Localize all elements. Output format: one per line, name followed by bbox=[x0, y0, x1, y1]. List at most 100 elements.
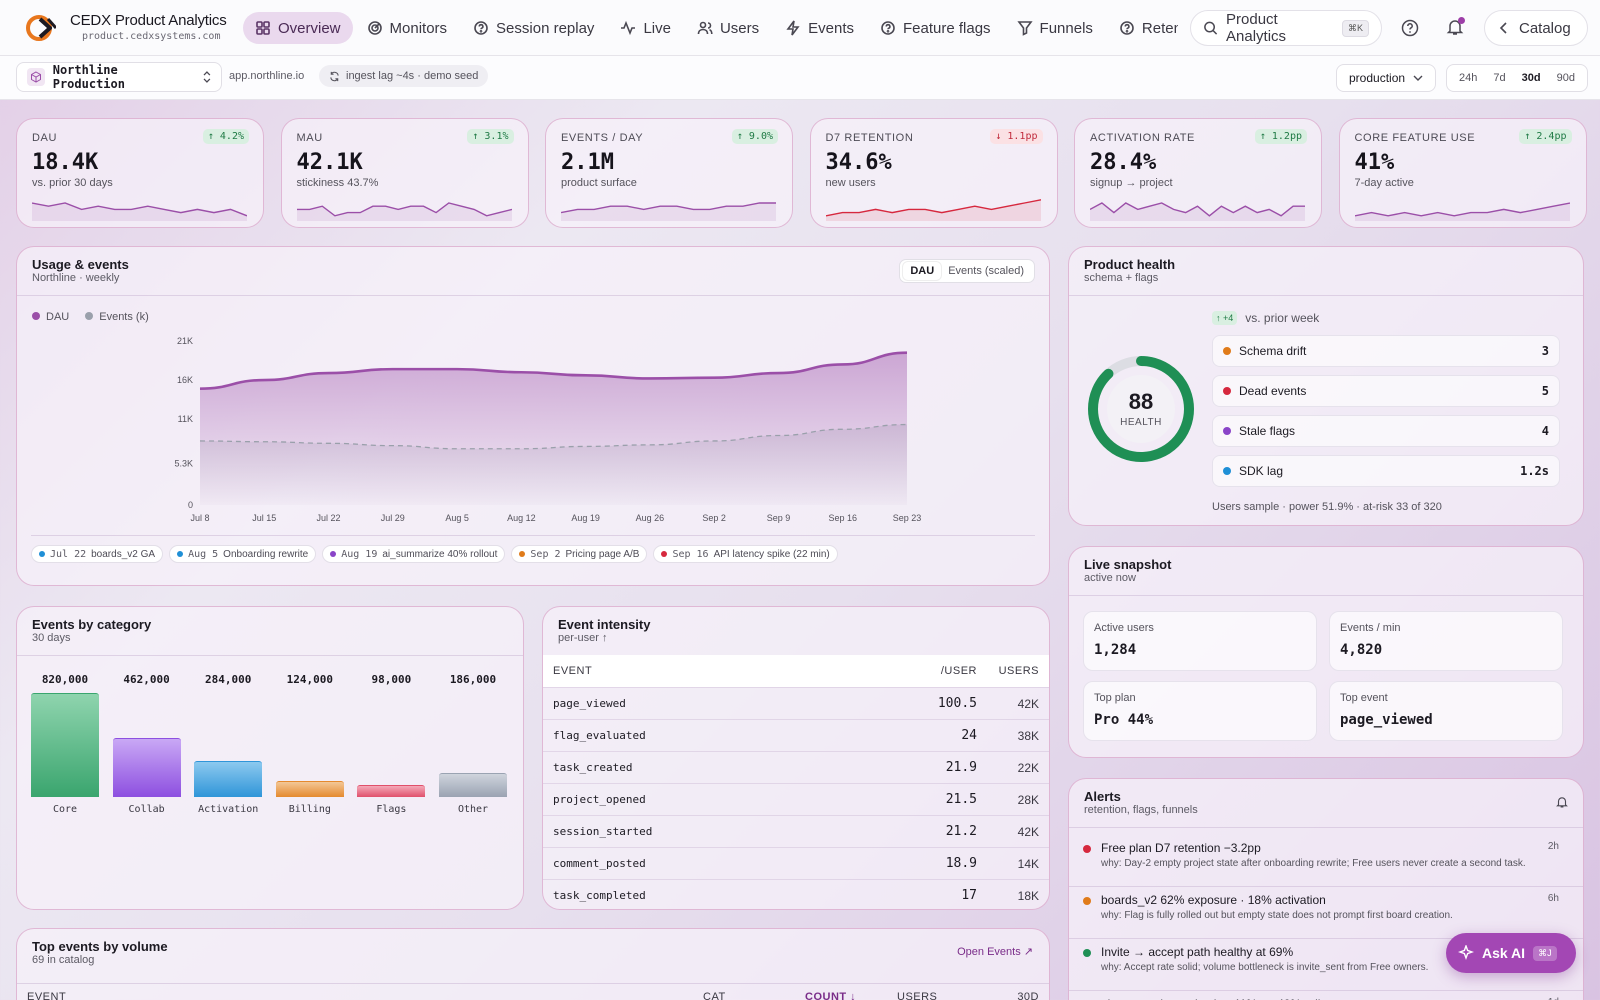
nav-session-replay[interactable]: Session replay bbox=[461, 12, 606, 44]
bar-billing[interactable] bbox=[275, 781, 344, 797]
help-icon[interactable] bbox=[1400, 18, 1420, 38]
project-domain[interactable]: app.northline.io bbox=[229, 70, 305, 82]
bar-collab[interactable] bbox=[112, 738, 181, 797]
nav-events[interactable]: Events bbox=[773, 12, 866, 44]
stat-label: Top plan bbox=[1094, 692, 1136, 704]
annotation-chip[interactable]: Aug 19 ai_summarize 40% rollout bbox=[322, 545, 506, 563]
range-30d[interactable]: 30d bbox=[1521, 72, 1541, 84]
usage-subtitle: Northline · weekly bbox=[32, 272, 120, 284]
open-events-link[interactable]: Open Events ↗ bbox=[957, 946, 1033, 958]
table-row[interactable]: task_completed 17 18K bbox=[543, 879, 1049, 909]
nav-label: Overview bbox=[278, 19, 341, 37]
nav-overview[interactable]: Overview bbox=[243, 12, 353, 44]
alert-item[interactable]: boards_v2 62% exposure · 18% activation w… bbox=[1083, 893, 1559, 933]
nav-label: Monitors bbox=[389, 19, 448, 37]
grid-icon bbox=[256, 21, 270, 35]
catalog-button[interactable]: Catalog bbox=[1484, 10, 1588, 46]
kpi-card-core-feature-use[interactable]: CORE FEATURE USE 41% 7-day active ↑ 2.4pp bbox=[1338, 118, 1587, 228]
health-item-stale-flags[interactable]: Stale flags 4 bbox=[1212, 415, 1560, 447]
annotation-chip[interactable]: Aug 5 Onboarding rewrite bbox=[169, 545, 317, 563]
brand[interactable]: CEDX Product Analytics product.cedxsyste… bbox=[70, 12, 227, 42]
col-30d[interactable]: 30D bbox=[1017, 990, 1039, 1000]
stat-value: 1,284 bbox=[1094, 642, 1137, 658]
col-count[interactable]: COUNT ↓ bbox=[805, 990, 857, 1000]
usage-title: Usage & events bbox=[32, 257, 129, 272]
stat-value: 4,820 bbox=[1340, 642, 1383, 658]
nav-retention[interactable]: Retention bbox=[1107, 12, 1178, 44]
kpi-subtext: vs. prior 30 days bbox=[32, 177, 113, 189]
divider bbox=[17, 655, 523, 656]
divider bbox=[1069, 886, 1583, 887]
search-icon bbox=[1204, 21, 1218, 35]
bar-activation[interactable] bbox=[194, 760, 263, 797]
alert-dot bbox=[1083, 845, 1091, 853]
table-row[interactable]: comment_posted 18.9 14K bbox=[543, 847, 1049, 879]
annotation-chip[interactable]: Jul 22 boards_v2 GA bbox=[31, 545, 164, 563]
range-90d[interactable]: 90d bbox=[1556, 72, 1575, 84]
ask-ai-button[interactable]: Ask AI ⌘J bbox=[1446, 933, 1576, 973]
table-row[interactable]: flag_evaluated 24 38K bbox=[543, 719, 1049, 751]
live-subtitle: active now bbox=[1084, 572, 1136, 584]
table-row[interactable]: task_created 21.9 22K bbox=[543, 751, 1049, 783]
bar-category-label: Flags bbox=[376, 804, 407, 815]
annotation-chip[interactable]: Sep 16 API latency spike (22 min) bbox=[653, 545, 838, 563]
bar-core[interactable] bbox=[31, 693, 99, 797]
kpi-label: EVENTS / DAY bbox=[561, 132, 644, 144]
usage-area-chart[interactable]: 0 5.3K 11K 16K 21K Jul 8 Jul 15 Jul 22 Jul 29 Aug… bbox=[17, 331, 1050, 531]
kpi-card-mau[interactable]: MAU 42.1K stickiness 43.7% ↑ 3.1% bbox=[280, 118, 529, 228]
nav-monitors[interactable]: Monitors bbox=[355, 12, 460, 44]
legend-dau[interactable]: DAU bbox=[32, 311, 69, 323]
legend-events-label: Events (k) bbox=[99, 311, 149, 323]
nav-funnels[interactable]: Funnels bbox=[1005, 12, 1105, 44]
col-per-user[interactable]: /USER bbox=[940, 665, 977, 677]
health-item-sdk-lag[interactable]: SDK lag 1.2s bbox=[1212, 455, 1560, 487]
range-24h[interactable]: 24h bbox=[1459, 72, 1478, 84]
usage-toggle: DAU Events (scaled) bbox=[899, 259, 1035, 283]
col-event[interactable]: EVENT bbox=[553, 665, 593, 677]
annotation-chip[interactable]: Sep 2 Pricing page A/B bbox=[511, 545, 648, 563]
table-row[interactable]: page_viewed 100.5 42K bbox=[543, 687, 1049, 719]
kpi-delta-badge: ↑ 2.4pp bbox=[1519, 129, 1572, 144]
health-item-dead-events[interactable]: Dead events 5 bbox=[1212, 375, 1560, 407]
alert-item[interactable]: Free plan D7 retention −3.2pp why: Day-2 … bbox=[1083, 841, 1559, 881]
table-row[interactable]: project_opened 21.5 28K bbox=[543, 783, 1049, 815]
event-name: project_opened bbox=[553, 793, 646, 806]
health-item-schema-drift[interactable]: Schema drift 3 bbox=[1212, 335, 1560, 367]
nav-live[interactable]: Live bbox=[608, 12, 683, 44]
environment-select[interactable]: production bbox=[1336, 64, 1436, 92]
col-event[interactable]: EVENT bbox=[27, 990, 67, 1000]
x-tick-label: Aug 12 bbox=[507, 513, 536, 523]
bar-flags[interactable] bbox=[357, 784, 426, 797]
annotation-date: Sep 16 bbox=[672, 548, 709, 560]
ingest-lag-text: ingest lag ~4s · demo seed bbox=[346, 70, 479, 82]
col-users[interactable]: USERS bbox=[998, 665, 1039, 677]
nav-users[interactable]: Users bbox=[685, 12, 771, 44]
col-users[interactable]: USERS bbox=[897, 990, 938, 1000]
bar-other[interactable] bbox=[439, 773, 507, 797]
x-tick-label: Sep 23 bbox=[893, 513, 922, 523]
legend-dau-label: DAU bbox=[46, 311, 70, 323]
project-switcher[interactable]: Northline Production bbox=[16, 62, 222, 92]
kpi-value: 2.1M bbox=[561, 150, 614, 175]
alert-item[interactable]: ai_summarize activation 41% on 40% rollo… bbox=[1083, 997, 1559, 1000]
kpi-card-dau[interactable]: DAU 18.4K vs. prior 30 days ↑ 4.2% bbox=[16, 118, 264, 228]
table-row[interactable]: session_started 21.2 42K bbox=[543, 815, 1049, 847]
notifications-bell-icon[interactable] bbox=[1445, 17, 1465, 37]
alerts-bell-icon[interactable] bbox=[1555, 795, 1569, 809]
cedx-logo-icon[interactable] bbox=[26, 13, 56, 43]
col-cat[interactable]: CAT bbox=[703, 990, 726, 1000]
legend-events[interactable]: Events (k) bbox=[85, 311, 149, 323]
range-7d[interactable]: 7d bbox=[1493, 72, 1506, 84]
toggle-dau[interactable]: DAU bbox=[903, 262, 942, 280]
kpi-card-d7-retention[interactable]: D7 RETENTION 34.6% new users ↓ 1.1pp bbox=[809, 118, 1058, 228]
event-name: session_started bbox=[553, 825, 653, 838]
kpi-card-activation-rate[interactable]: ACTIVATION RATE 28.4% signup → project ↑ 1.… bbox=[1074, 118, 1322, 228]
kpi-value: 42.1K bbox=[296, 150, 363, 175]
nav-feature-flags[interactable]: Feature flags bbox=[868, 12, 1003, 44]
top-events-header: EVENT CAT COUNT ↓ USERS 30D bbox=[17, 983, 1049, 1000]
toggle-events-scaled[interactable]: Events (scaled) bbox=[948, 265, 1024, 277]
annotation-text: API latency spike (22 min) bbox=[713, 548, 830, 560]
search-button[interactable]: Product Analytics ⌘K bbox=[1190, 10, 1382, 46]
kpi-card-events-day[interactable]: EVENTS / DAY 2.1M product surface ↑ 9.0% bbox=[545, 118, 793, 228]
alert-item[interactable]: Invite → accept path healthy at 69% why: … bbox=[1083, 945, 1559, 985]
